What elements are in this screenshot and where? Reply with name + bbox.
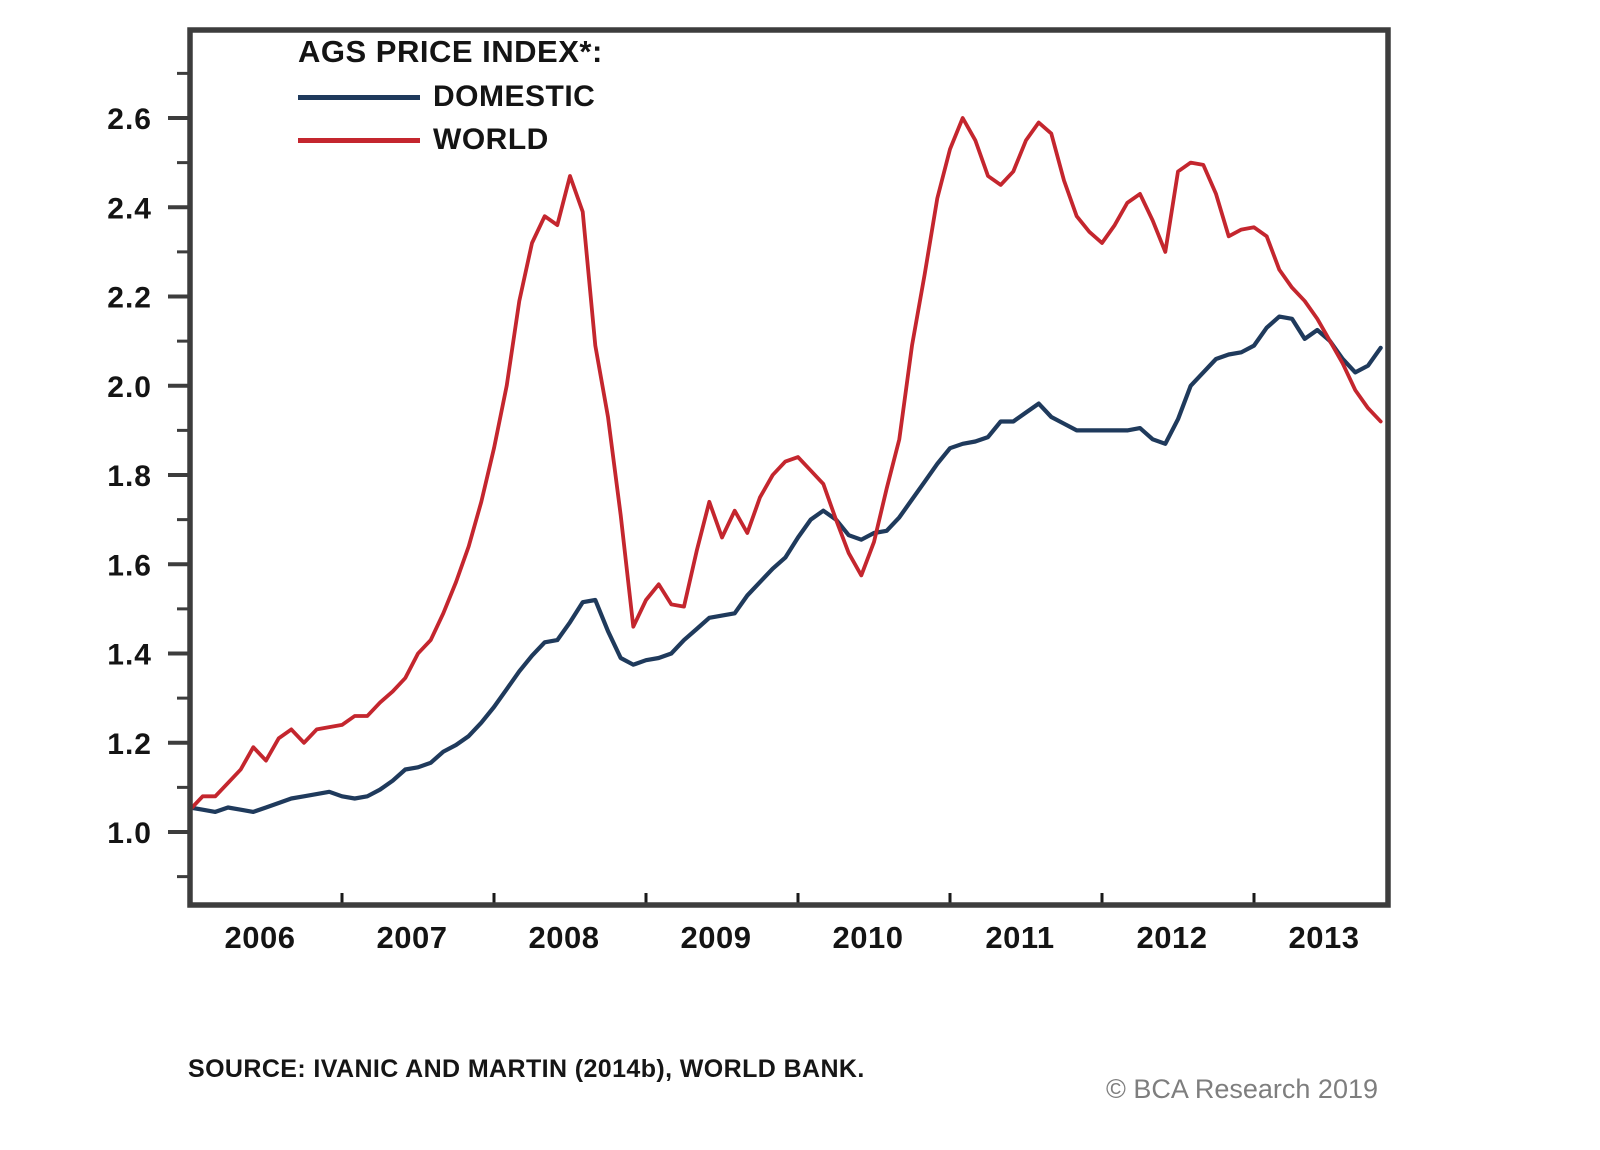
x-tick-label: 2012 (1137, 920, 1208, 955)
x-tick-label: 2013 (1289, 920, 1360, 955)
x-tick-label: 2006 (225, 920, 296, 955)
y-tick-label: 2.0 (107, 371, 152, 404)
y-tick-label: 1.0 (107, 817, 152, 850)
y-tick-label: 1.8 (107, 460, 152, 493)
legend-item-domestic: DOMESTIC (298, 80, 603, 113)
copyright-notice: © BCA Research 2019 (1105, 1074, 1378, 1104)
domestic-line-swatch (298, 94, 420, 100)
x-tick-label: 2011 (985, 920, 1054, 955)
data-lines (187, 116, 1383, 815)
x-tick-label: 2008 (529, 920, 600, 955)
axis-labels: 1.0 1.2 1.4 1.6 1.8 2.0 2.2 2.4 2.6 2006 2007 2008 2… (107, 103, 1359, 955)
y-tick-label: 2.6 (107, 103, 152, 136)
y-tick-label: 2.2 (107, 282, 152, 315)
domestic-line (187, 314, 1383, 815)
y-tick-label: 1.4 (107, 639, 152, 672)
legend-label-domestic: DOMESTIC (433, 80, 596, 113)
y-tick-label: 2.4 (107, 192, 152, 225)
source-note: SOURCE: IVANIC AND MARTIN (2014b), WORLD… (188, 984, 927, 1150)
legend: AGS PRICE INDEX*: DOMESTIC WORLD (298, 34, 603, 156)
legend-label-world: WORLD (433, 123, 549, 156)
world-line-swatch (298, 137, 420, 143)
source-note-line1: SOURCE: IVANIC AND MARTIN (2014b), WORLD… (188, 1055, 865, 1083)
chart-title: AGS PRICE INDEX*: (298, 34, 603, 69)
y-tick-label: 1.2 (107, 728, 152, 761)
plot-frame (187, 27, 1391, 908)
y-tick-label: 1.6 (107, 549, 152, 582)
x-tick-label: 2010 (833, 920, 904, 955)
x-tick-label: 2007 (377, 920, 448, 955)
axis-ticks (168, 71, 1256, 905)
legend-item-world: WORLD (298, 123, 603, 156)
world-line (188, 116, 1383, 812)
x-tick-label: 2009 (681, 920, 752, 955)
